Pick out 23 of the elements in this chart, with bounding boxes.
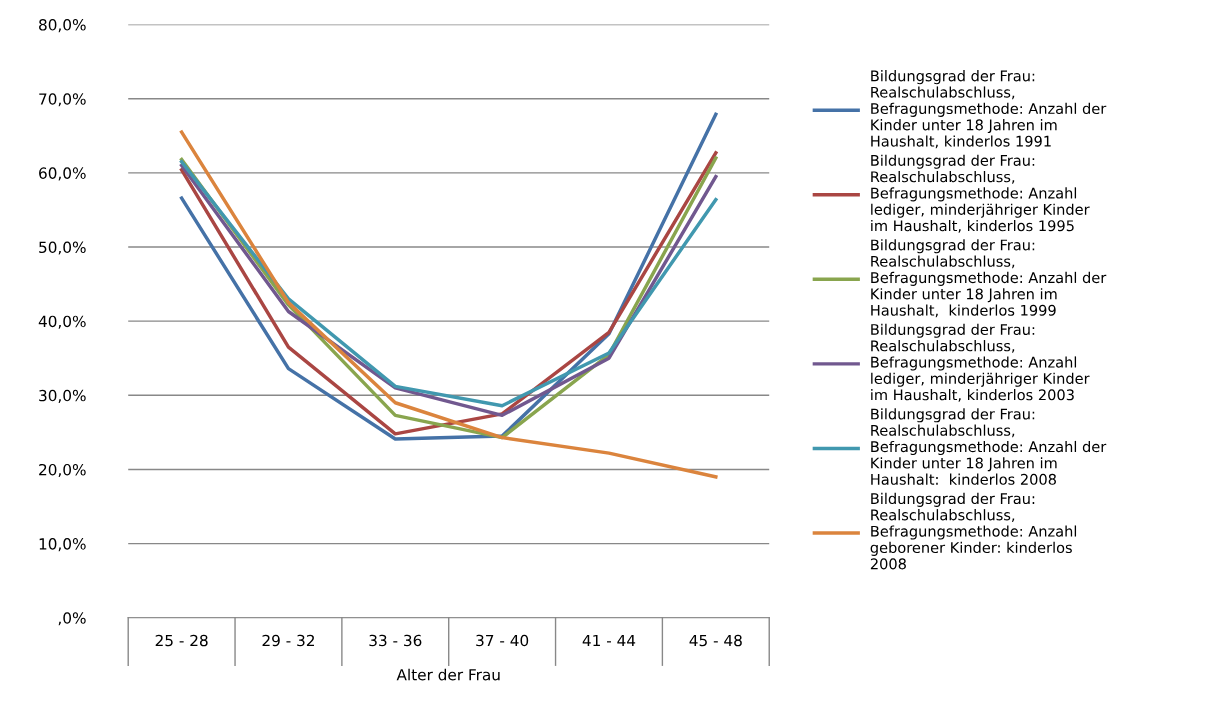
x-tick-label: 25 - 28 (155, 634, 208, 647)
x-tick-label: 29 - 32 (262, 634, 314, 647)
x-tick-label: 33 - 36 (369, 634, 422, 647)
line-series (179, 130, 718, 479)
x-tick-label: 45 - 48 (689, 634, 742, 647)
y-tick-label: 30,0% (39, 389, 86, 403)
y-tick-label: 60,0% (39, 167, 86, 181)
x-tick-label: 37 - 40 (476, 634, 529, 647)
y-tick-label: ,0% (58, 612, 86, 626)
legend-label: Bildungsgrad der Frau: Realschulabschluss, Befragungsmethode: Anzahl geborener Kinder: kinderlos 2008 (870, 492, 1077, 570)
legend-label: Bildungsgrad der Frau: Realschulabschluss, Befragungsmethode: Anzahl lediger, minderjähriger Kinder im Haushalt, kinderlos 1995 (871, 154, 1090, 233)
y-tick-label: 20,0% (39, 463, 86, 478)
y-tick-label: 70,0% (39, 93, 86, 107)
y-tick-label: 80,0% (39, 19, 86, 33)
y-tick-label: 50,0% (39, 241, 86, 255)
legend-label: Bildungsgrad der Frau: Realschulabschluss, Befragungsmethode: Anzahl der Kinder unter 18 Jahren im Haushalt, kinderlos 1999 (871, 239, 1107, 318)
y-tick-label: 40,0% (38, 315, 86, 329)
x-axis-title: Alter der Frau (396, 668, 500, 681)
y-tick-label: 10,0% (39, 538, 86, 552)
legend-label: Bildungsgrad der Frau: Realschulabschluss, Befragungsmethode: Anzahl lediger, minderjähriger Kinder im Haushalt, kinderlos 2003 (871, 323, 1090, 402)
legend-label: Bildungsgrad der Frau: Realschulabschluss, Befragungsmethode: Anzahl der Kinder unter 18 Jahren im Haushalt: kinderlos 2008 (871, 408, 1107, 485)
legend-label: Bildungsgrad der Frau: Realschulabschluss, Befragungsmethode: Anzahl der Kinder unter 18 Jahren im Haushalt, kinderlos 1991 (871, 70, 1107, 149)
x-tick-label: 41 - 44 (582, 634, 636, 647)
